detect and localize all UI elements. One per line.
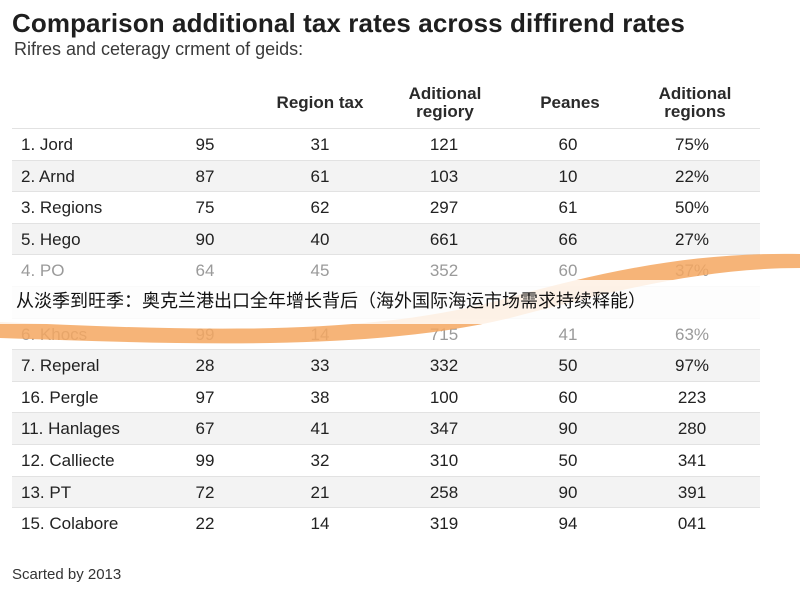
table-cell: 310 (429, 450, 459, 470)
table-row: 1. Jord 95 31 121 60 75% (12, 128, 760, 160)
overlay-caption-band (0, 280, 800, 324)
table-cell: 33 (310, 356, 330, 376)
table-cell: 297 (429, 198, 459, 218)
table-cell: 66 (558, 229, 578, 249)
row-label: 7. Reperal (21, 356, 100, 376)
table-cell: 31 (310, 135, 330, 154)
table-row: 11. Hanlages 67 41 347 90 280 (12, 412, 760, 444)
table-cell: 50 (558, 450, 578, 470)
table-row: 13. PT 72 21 258 90 391 (12, 475, 760, 508)
table-cell: 223 (677, 387, 707, 407)
table-cell: 50 (558, 356, 578, 376)
table-cell: 10 (558, 166, 578, 186)
table-cell: 50% (674, 198, 710, 218)
table-cell: 60 (558, 135, 578, 154)
table-cell: 62 (310, 198, 330, 218)
table-cell: 332 (429, 356, 459, 376)
table-row: 16. Pergle 97 38 100 60 223 (12, 380, 760, 413)
table-cell: 95 (195, 135, 215, 154)
column-header-region-tax: Region tax (276, 93, 364, 112)
row-label: 2. Arnd (21, 166, 75, 186)
table-row: 5. Hego 90 40 661 66 27% (12, 222, 760, 255)
row-label: 5. Hego (21, 229, 81, 249)
table-cell: 661 (429, 229, 459, 249)
table-cell: 90 (558, 482, 578, 502)
row-label: 12. Calliecte (21, 450, 115, 470)
table-cell: 67 (195, 419, 215, 439)
column-header-aditional-regiory: Aditional regiory (408, 84, 482, 121)
table-cell: 21 (310, 482, 330, 502)
table-cell: 94 (558, 514, 578, 534)
table-cell: 75 (195, 198, 215, 218)
table-cell: 99 (195, 450, 215, 470)
table-cell: 341 (677, 450, 707, 470)
table-cell: 97 (195, 387, 215, 407)
table-cell: 38 (310, 387, 330, 407)
table-cell: 32 (310, 450, 330, 470)
table-cell: 61 (558, 198, 578, 218)
table-cell: 319 (429, 514, 459, 534)
table-cell: 27% (674, 229, 710, 249)
table-cell: 041 (677, 514, 707, 534)
table-cell: 72 (195, 482, 215, 502)
table-row: 15. Colabore 22 14 319 94 041 (12, 507, 760, 539)
table-cell: 100 (429, 387, 459, 407)
table-row: 7. Reperal 28 33 332 50 97% (12, 349, 760, 381)
table-cell: 90 (195, 229, 215, 249)
table-cell: 41 (310, 419, 330, 439)
tax-table: 1. Jord 95 31 121 60 75% 2. Arnd 87 61 1… (12, 128, 760, 539)
table-cell: 61 (310, 166, 330, 186)
table-cell: 347 (429, 419, 459, 439)
row-label: 11. Hanlages (21, 419, 120, 439)
table-cell: 87 (195, 166, 215, 186)
table-cell: 60 (558, 387, 578, 407)
table-cell: 258 (429, 482, 459, 502)
footer-note: Scarted by 2013 (12, 566, 122, 583)
column-header-aditional-regions: Aditional regions (658, 84, 732, 121)
table-cell: 97% (674, 356, 710, 376)
table-row: 12. Calliecte 99 32 310 50 341 (12, 443, 760, 476)
row-label: 16. Pergle (21, 387, 99, 407)
overlay-caption: 从淡季到旺季：奥克兰港出口全年增长背后（海外国际海运市场需求持续释能） (16, 291, 646, 312)
table-cell: 22 (195, 514, 215, 534)
column-header-peanes: Peanes (540, 93, 600, 112)
row-label: 15. Colabore (21, 514, 119, 534)
page-title: Comparison additional tax rates across d… (12, 8, 685, 38)
table-row: 2. Arnd 87 61 103 10 22% (12, 159, 760, 192)
table-cell: 121 (429, 135, 459, 154)
page-subtitle: Rifres and ceteragy crment of geids: (14, 39, 304, 59)
table-row: 3. Regions 75 62 297 61 50% (12, 191, 760, 223)
row-label: 3. Regions (21, 198, 103, 218)
table-cell: 391 (677, 482, 707, 502)
table-cell: 40 (310, 229, 330, 249)
table-cell: 28 (195, 356, 215, 376)
table-cell: 103 (429, 166, 459, 186)
table-cell: 14 (310, 514, 330, 534)
table-header: Region tax Aditional regiory Peanes Adit… (0, 78, 800, 128)
row-label: 1. Jord (21, 135, 73, 154)
table-cell: 75% (674, 135, 710, 154)
table-cell: 280 (677, 419, 707, 439)
row-label: 13. PT (21, 482, 72, 502)
table-cell: 90 (558, 419, 578, 439)
table-cell: 22% (674, 166, 710, 186)
